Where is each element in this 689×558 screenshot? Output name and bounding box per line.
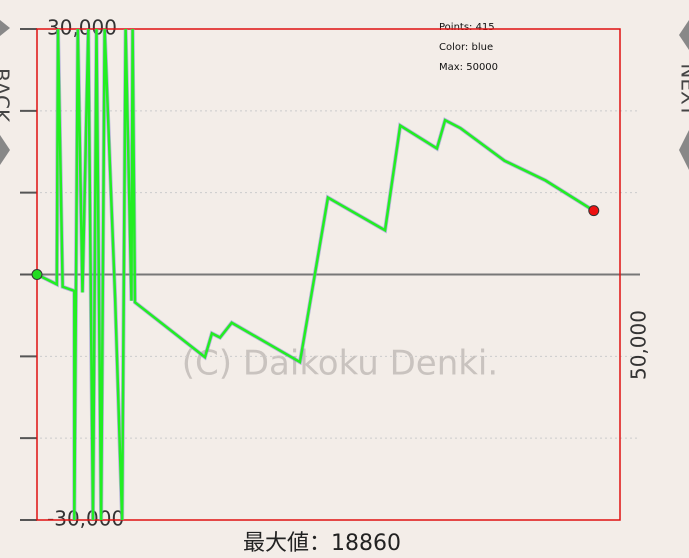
back-arrow[interactable] — [0, 20, 10, 36]
data-line — [36, 28, 595, 521]
info-text: Max: 50000 — [439, 62, 498, 73]
max-value: 最大値：18860 — [243, 531, 401, 556]
next-arrow[interactable] — [679, 20, 689, 50]
info-text: Points: 415 — [439, 22, 495, 33]
back-arrow[interactable] — [0, 135, 10, 165]
start-point — [31, 269, 43, 280]
next-arrow[interactable] — [679, 130, 689, 170]
next-label[interactable]: NEXT — [677, 63, 689, 117]
back-label[interactable]: BACK — [0, 68, 14, 123]
next-button[interactable]: NEXT — [677, 20, 689, 170]
watermark: (C) Daikoku Denki. — [182, 344, 498, 384]
info-text: Color: blue — [439, 42, 493, 53]
back-button[interactable]: BACK — [0, 20, 14, 165]
y-tick-label: -30,000 — [47, 507, 124, 531]
x-tick-label: 50,000 — [627, 310, 651, 380]
end-point — [588, 205, 600, 217]
